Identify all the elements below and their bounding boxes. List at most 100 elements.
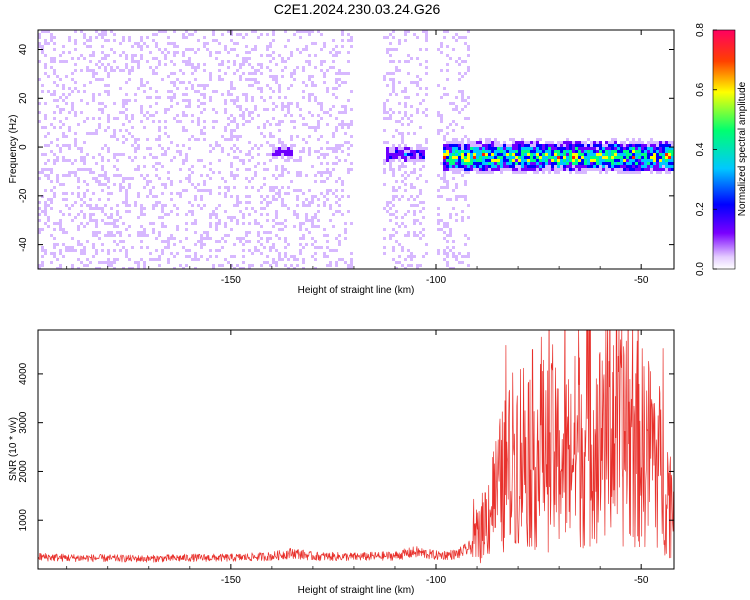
- spectrogram-cell: [458, 129, 461, 132]
- spectrogram-cell: [344, 171, 347, 174]
- spectrogram-cell: [116, 126, 119, 129]
- spectrogram-cell: [77, 63, 80, 66]
- spectrogram-cell: [176, 108, 179, 111]
- spectrogram-cell: [167, 51, 170, 54]
- spectrogram-cell: [335, 237, 338, 240]
- spectrogram-cell: [125, 210, 128, 213]
- spectrogram-cell: [482, 174, 485, 177]
- spectrogram-cell: [458, 111, 461, 114]
- spectrogram-cell: [203, 246, 206, 249]
- spectrogram-cell: [119, 42, 122, 45]
- spectrogram-cell: [173, 204, 176, 207]
- spectrogram-cell: [275, 225, 278, 228]
- spectrogram-cell: [38, 63, 41, 66]
- spectrogram-cell: [311, 219, 314, 222]
- spectrogram-cell: [92, 72, 95, 75]
- spectrogram-cell: [416, 81, 419, 84]
- spectrogram-cell: [176, 66, 179, 69]
- spectrogram-cell: [155, 246, 158, 249]
- spectrogram-cell: [158, 93, 161, 96]
- spectrogram-cell: [56, 243, 59, 246]
- spectrogram-cell: [62, 48, 65, 51]
- spectrogram-cell: [176, 36, 179, 39]
- spectrogram-cell: [278, 81, 281, 84]
- spectrogram-cell: [197, 192, 200, 195]
- spectrogram-cell: [119, 216, 122, 219]
- spectrogram-cell: [149, 117, 152, 120]
- spectrogram-cell: [281, 69, 284, 72]
- spectrogram-cell: [275, 249, 278, 252]
- spectrogram-cell: [290, 186, 293, 189]
- spectrogram-cell: [401, 249, 404, 252]
- spectrogram-cell: [320, 246, 323, 249]
- spectrogram-cell: [464, 180, 467, 183]
- spectrogram-cell: [182, 126, 185, 129]
- spectrogram-cell: [287, 72, 290, 75]
- spectrogram-cell: [269, 264, 272, 267]
- spectrogram-cell: [101, 159, 104, 162]
- spectrogram-cell: [251, 111, 254, 114]
- spectrogram-cell: [56, 234, 59, 237]
- spectrogram-cell: [455, 174, 458, 177]
- spectrogram-cell: [74, 201, 77, 204]
- spectrogram-cell: [338, 204, 341, 207]
- spectrogram-cell: [80, 261, 83, 264]
- spectrogram-cell: [404, 111, 407, 114]
- spectrogram-cell: [320, 192, 323, 195]
- spectrogram-cell: [458, 183, 461, 186]
- spectrogram-cell: [356, 195, 359, 198]
- spectrogram-cell: [320, 213, 323, 216]
- spectrogram-cell: [467, 156, 470, 159]
- spectrogram-cell: [83, 213, 86, 216]
- spectrogram-cell: [338, 195, 341, 198]
- spectrogram-cell: [404, 147, 407, 150]
- spectrogram-cell: [332, 60, 335, 63]
- spectrogram-cell: [68, 51, 71, 54]
- spectrogram-cell: [59, 183, 62, 186]
- spectrogram-cell: [260, 186, 263, 189]
- spectrogram-cell: [38, 126, 41, 129]
- spectrogram-cell: [470, 168, 473, 171]
- spectrogram-cell: [425, 60, 428, 63]
- spectrogram-cell: [245, 78, 248, 81]
- spectrogram-cell: [299, 159, 302, 162]
- spectrogram-cell: [455, 126, 458, 129]
- spectrogram-cell: [449, 171, 452, 174]
- spectrogram-cell: [446, 264, 449, 267]
- spectrogram-cell: [74, 171, 77, 174]
- spectrogram-cell: [173, 81, 176, 84]
- spectrogram-cell: [446, 135, 449, 138]
- spectrogram-cell: [224, 189, 227, 192]
- spectrogram-cell: [257, 111, 260, 114]
- spectrogram-cell: [338, 156, 341, 159]
- spectrogram-cell: [74, 159, 77, 162]
- spectrogram-cell: [266, 249, 269, 252]
- spectrogram-cell: [89, 246, 92, 249]
- spectrogram-cell: [206, 237, 209, 240]
- spectrogram-cell: [140, 216, 143, 219]
- spectrogram-cell: [395, 222, 398, 225]
- spectrogram-cell: [47, 237, 50, 240]
- spectrogram-cell: [386, 156, 389, 159]
- spectrogram-cell: [287, 87, 290, 90]
- spectrogram-cell: [464, 234, 467, 237]
- spectrogram-cell: [146, 36, 149, 39]
- spectrogram-cell: [407, 213, 410, 216]
- spectrogram-cell: [77, 231, 80, 234]
- spectrogram-cell: [269, 204, 272, 207]
- spectrogram-cell: [230, 195, 233, 198]
- spectrogram-cell: [332, 162, 335, 165]
- spectrogram-cell: [335, 195, 338, 198]
- spectrogram-cell: [389, 165, 392, 168]
- spectrogram-cell: [227, 75, 230, 78]
- spectrogram-cell: [437, 48, 440, 51]
- spectrogram-cell: [386, 255, 389, 258]
- spectrogram-cell: [131, 105, 134, 108]
- spectrogram-cell: [479, 135, 482, 138]
- spectrogram-cell: [281, 228, 284, 231]
- spectrogram-cell: [317, 30, 320, 33]
- spectrogram-cell: [488, 174, 491, 177]
- spectrogram-cell: [266, 237, 269, 240]
- spectrogram-cell: [311, 126, 314, 129]
- spectrogram-cell: [455, 123, 458, 126]
